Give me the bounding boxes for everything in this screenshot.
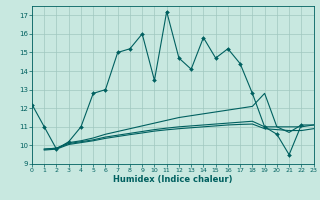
X-axis label: Humidex (Indice chaleur): Humidex (Indice chaleur)	[113, 175, 233, 184]
